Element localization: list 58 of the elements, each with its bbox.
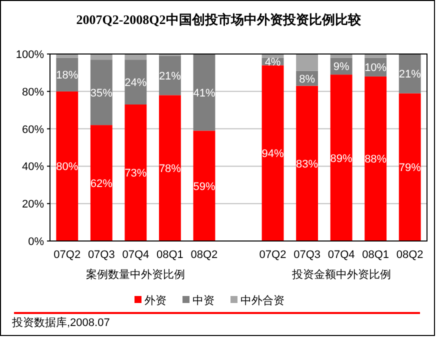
data-label: 78% [158, 163, 182, 176]
bar [124, 60, 147, 104]
data-label: 24% [124, 77, 147, 90]
text: 投资数据库,2008.07 [11, 316, 110, 329]
x-tick-label: 07Q3 [294, 249, 321, 261]
data-label: 88% [364, 154, 387, 166]
data-label: 35% [90, 87, 113, 100]
x-tick-label: 07Q3 [88, 249, 115, 261]
data-label: 89% [330, 152, 353, 165]
y-tick-label: 20% [22, 198, 44, 211]
x-tick-label: 07Q2 [259, 249, 286, 261]
bar [90, 60, 112, 126]
data-label: 94% [262, 148, 284, 160]
x-tick-label: 08Q1 [362, 249, 390, 261]
x-tick-label: 07Q2 [54, 249, 81, 261]
data-label: 83% [296, 158, 318, 170]
data-label: 21% [158, 70, 182, 83]
x-tick-label: 07Q4 [328, 249, 355, 261]
text: 案例数量中外资比例 [86, 268, 186, 281]
y-tick-label: 60% [22, 124, 44, 136]
legend-label: 中外合资 [240, 294, 284, 307]
bar [330, 74, 352, 241]
data-label: 10% [364, 62, 387, 74]
data-label: 9% [333, 61, 350, 74]
bar [398, 54, 421, 94]
bar [296, 86, 318, 241]
text: 投资金额中外资比例 [290, 268, 391, 281]
bar [56, 91, 78, 241]
data-label: 73% [124, 168, 147, 180]
bar [398, 93, 421, 241]
data-label: 80% [56, 161, 78, 174]
x-tick-label: 07Q4 [122, 249, 150, 261]
bar [193, 130, 216, 241]
y-tick-label: 40% [22, 161, 44, 174]
data-label: 21% [398, 68, 422, 81]
y-tick-label: 80% [22, 86, 44, 98]
y-tick-label: 0% [28, 236, 44, 248]
data-label: 62% [90, 178, 113, 190]
data-label: 79% [398, 162, 422, 174]
data-label: 41% [193, 87, 216, 100]
chart-title: 2007Q2-2008Q2中国创投市场中外资投资比例比较 [76, 12, 362, 27]
bar [364, 76, 387, 241]
data-label: 18% [56, 70, 78, 82]
bar [193, 54, 216, 131]
x-tick-label: 08Q2 [190, 249, 218, 261]
bar [158, 56, 181, 96]
bar [158, 95, 181, 241]
x-tick-label: 08Q2 [396, 249, 424, 261]
bar [296, 54, 318, 71]
x-tick-label: 08Q1 [156, 249, 184, 261]
data-label: 59% [193, 180, 216, 193]
bar [90, 125, 112, 241]
data-label: 8% [299, 73, 316, 86]
bar [124, 104, 147, 241]
legend-label: 中资 [192, 294, 214, 307]
bar [262, 65, 284, 241]
y-tick-label: 100% [16, 49, 44, 61]
legend-label: 外资 [144, 295, 166, 307]
